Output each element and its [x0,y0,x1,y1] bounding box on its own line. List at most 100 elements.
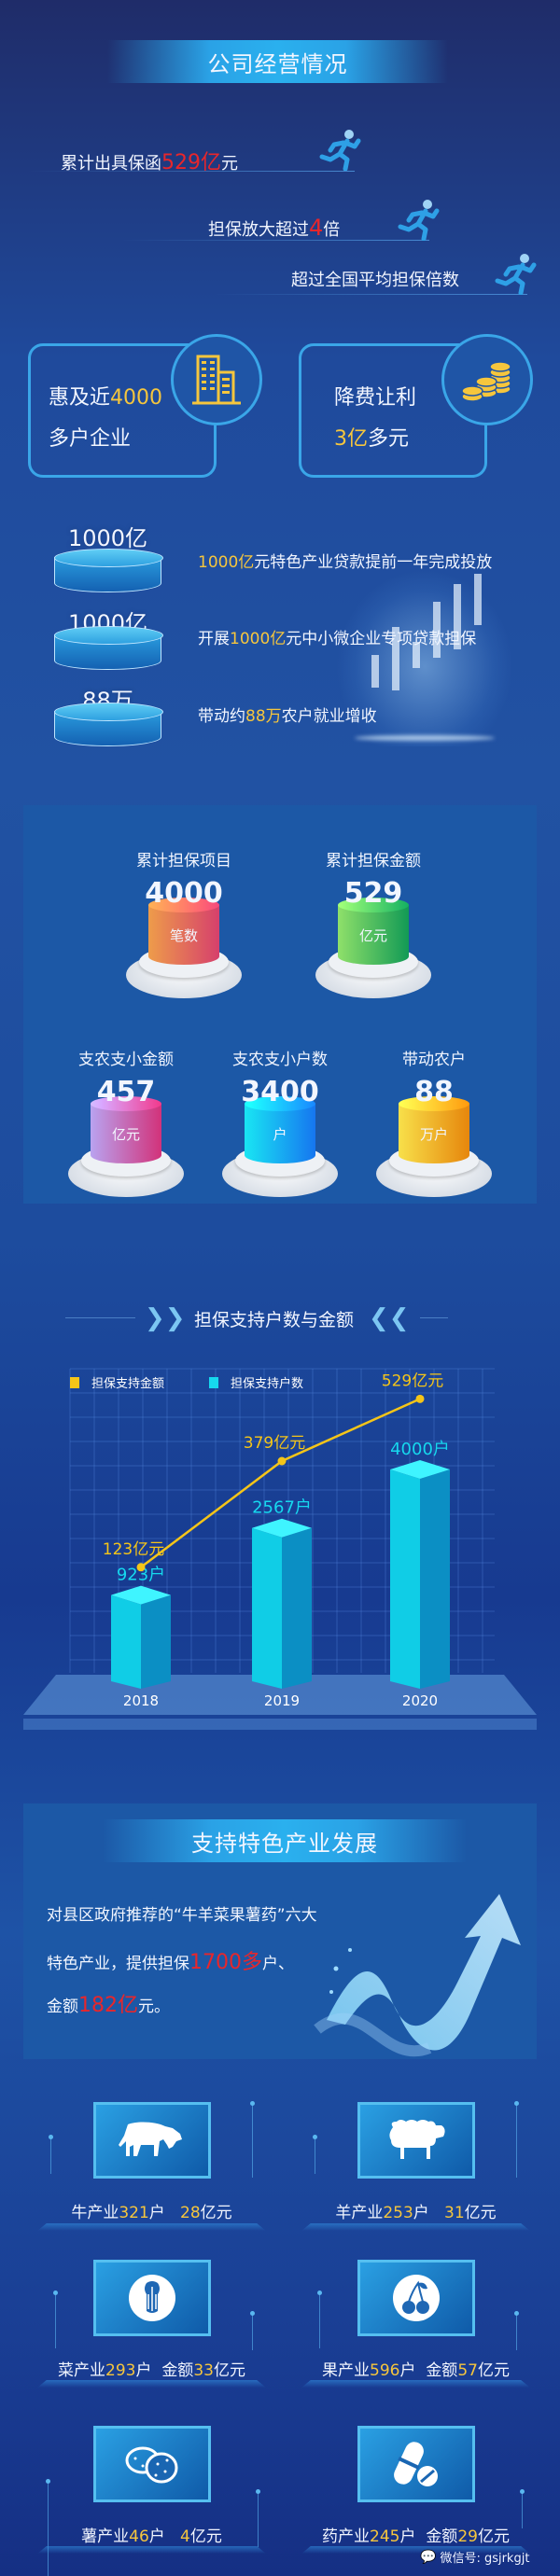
divider [28,171,355,172]
potato-icon [125,2446,178,2484]
line-data-label: 379亿元 [244,1434,305,1453]
legend-label-amount: 担保支持金额 [91,1376,164,1391]
disk-description: 1000亿元特色产业贷款提前一年完成投放 [198,549,492,572]
desc-highlight: 1000亿 [230,630,287,648]
intro-highlight: 1700多 [189,1951,262,1974]
unit: 户 [135,2361,152,2380]
line-data-label: 123亿元 [103,1540,164,1559]
caption-plate [37,2223,266,2231]
cylinder: 亿元 [338,905,409,965]
divider [215,294,527,295]
stat-value: 4000 [145,877,223,910]
industry-caption: 羊产业253户 31亿元 [301,2199,530,2222]
bar-top [111,1585,171,1605]
bar-line-chart: 担保支持金额 担保支持户数 923户 2018 2567户 2019 4000户 2020 12… [23,1368,537,1730]
decor-pin [256,2489,260,2547]
section-title: 支持特色产业发展 [191,1830,378,1857]
cylinder: 户 [245,1104,315,1163]
run-highlight: 529亿 [161,151,221,174]
chevron-left-icon: ❮❮ [369,1304,410,1332]
intro-highlight: 182亿 [78,1994,138,2017]
desc-text: 开展 [198,630,230,648]
stat-unit: 万户 [419,1125,448,1143]
card-text: 惠及近 [49,386,111,410]
legend-swatch-households [209,1377,218,1388]
run-stat-2: 担保放大超过4倍 [208,215,340,241]
industry-households: 293 [105,2361,136,2380]
industry-icon-box [357,2426,475,2502]
industry-name: 羊产业 [335,2204,384,2222]
legend-swatch-amount [70,1377,79,1388]
caption-plate [37,2546,266,2554]
unit: 亿元 [189,2527,222,2546]
amount-prefix: 金额 [426,2361,458,2380]
chart-header: 担保支持户数与金额 [194,1310,355,1330]
card-line-1: 惠及近4000 [49,381,162,411]
stat-value: 3400 [241,1076,319,1108]
runner-icon [398,200,440,241]
disk-graphic [54,626,163,670]
unit: 亿元 [464,2204,497,2222]
stat-label: 带动农户 [402,1051,466,1069]
decor-pin [250,2101,255,2178]
disk-label: 1000亿 [67,525,148,551]
industry-households: 245 [370,2527,400,2546]
x-tick-label: 2018 [123,1692,159,1709]
x-tick-label: 2020 [402,1692,438,1709]
bar-side [282,1527,312,1689]
watermark: 💬 微信号: gsjrkgjt [420,2548,529,2567]
run-highlight: 4 [309,215,324,241]
industry-icon-box [357,2102,475,2179]
divider [65,1317,135,1318]
stat-label: 累计担保项目 [136,852,231,870]
stat-value: 88 [414,1076,454,1108]
stat-unit: 户 [273,1125,287,1143]
bar-data-label: 2567户 [252,1498,312,1518]
disk-description: 带动约88万农户就业增收 [198,703,377,726]
industry-households: 596 [370,2361,400,2380]
stat-unit: 笔数 [169,926,198,944]
decor-pin [49,2135,53,2174]
intro-line-3: 金额182亿元。 [47,1988,170,2018]
industry-caption: 药产业245户 金额29亿元 [301,2523,530,2546]
unit: 亿元 [477,2361,510,2380]
industry-households: 253 [383,2204,413,2222]
industry-households: 321 [119,2204,149,2222]
industry-name: 牛产业 [71,2204,119,2222]
desc-highlight: 88万 [245,707,282,726]
industry-name: 药产业 [322,2527,371,2546]
disk-graphic [54,549,163,592]
desc-highlight: 1000亿 [198,553,255,572]
caption-plate [301,2546,530,2554]
stat-label: 支农支小金额 [78,1051,174,1069]
decor-pin [46,2479,50,2576]
industry-icon-box [93,2260,211,2336]
cow-icon [119,2122,182,2156]
divider [420,1317,448,1318]
intro-text: 户、 [262,1955,294,1973]
chart-floor-edge [23,1719,537,1730]
decor-pin [317,2291,322,2348]
section-title-banner: 支持特色产业发展 [103,1819,467,1862]
runner-icon [495,254,537,295]
bar-data-label: 4000户 [390,1440,450,1459]
desc-text: 带动约 [198,707,245,726]
desc-text: 农户就业增收 [281,707,377,726]
candlestick-glow-graphic [336,569,513,746]
bar-front [111,1594,141,1689]
coins-icon [461,361,511,402]
amount-point [415,1394,425,1403]
run-text: 超过全国平均担保倍数 [291,271,459,290]
industry-caption: 薯产业46户 4亿元 [37,2523,266,2546]
industry-amount: 31 [444,2204,465,2222]
amount-prefix: 金额 [161,2361,194,2380]
section-title-banner: 公司经营情况 [107,40,448,83]
cylinder: 万户 [399,1104,469,1163]
intro-text: 特色产业，提供担保 [47,1955,189,1973]
legend-label-households: 担保支持户数 [231,1376,303,1391]
unit: 户 [399,2361,416,2380]
bar-front [390,1469,420,1689]
bar-data-label: 923户 [117,1566,165,1585]
wechat-icon: 💬 [420,2549,437,2565]
